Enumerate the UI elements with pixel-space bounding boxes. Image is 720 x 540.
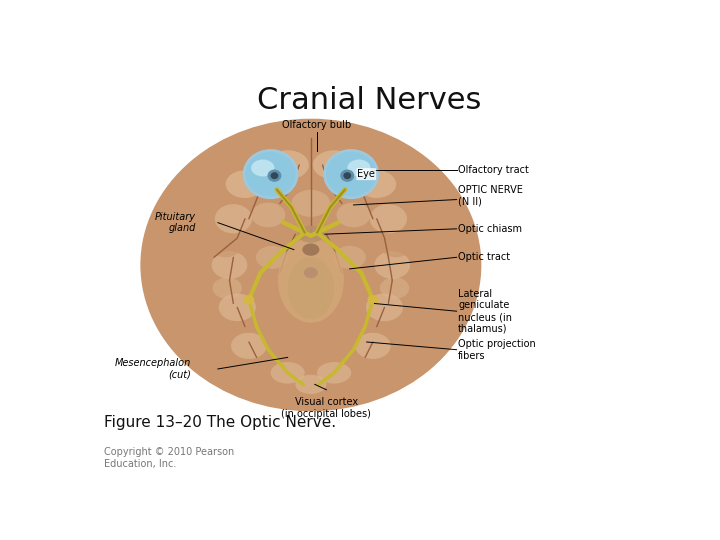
Text: Optic chiasm: Optic chiasm	[458, 224, 522, 234]
Text: OPTIC NERVE
(N II): OPTIC NERVE (N II)	[458, 185, 523, 206]
Ellipse shape	[251, 159, 274, 177]
Ellipse shape	[317, 362, 351, 383]
Ellipse shape	[212, 278, 242, 299]
Text: Visual cortex
(in occipital lobes): Visual cortex (in occipital lobes)	[282, 397, 372, 419]
Text: Olfactory bulb: Olfactory bulb	[282, 120, 351, 130]
Ellipse shape	[295, 375, 326, 394]
Text: Cranial Nerves: Cranial Nerves	[257, 86, 481, 116]
Ellipse shape	[243, 295, 254, 304]
Ellipse shape	[210, 234, 241, 257]
Ellipse shape	[246, 152, 296, 197]
Ellipse shape	[297, 226, 325, 242]
Ellipse shape	[243, 149, 299, 199]
Ellipse shape	[381, 234, 412, 257]
Ellipse shape	[287, 257, 334, 319]
Ellipse shape	[343, 172, 351, 179]
Ellipse shape	[341, 170, 354, 182]
Ellipse shape	[326, 152, 377, 197]
Ellipse shape	[357, 170, 396, 198]
Ellipse shape	[370, 204, 407, 233]
Ellipse shape	[292, 190, 330, 217]
Ellipse shape	[219, 294, 256, 321]
Ellipse shape	[256, 246, 289, 269]
Ellipse shape	[380, 278, 409, 299]
Ellipse shape	[347, 159, 371, 177]
Ellipse shape	[336, 202, 371, 227]
Text: Lateral
geniculate
nucleus (in
thalamus): Lateral geniculate nucleus (in thalamus)	[458, 289, 512, 334]
Ellipse shape	[278, 238, 344, 323]
Ellipse shape	[266, 150, 309, 179]
Text: Pituitary
gland: Pituitary gland	[156, 212, 196, 233]
Ellipse shape	[251, 202, 285, 227]
Text: Eye: Eye	[357, 169, 375, 179]
Ellipse shape	[366, 294, 403, 321]
Ellipse shape	[271, 172, 279, 179]
Ellipse shape	[267, 170, 282, 182]
Text: Copyright © 2010 Pearson
Education, Inc.: Copyright © 2010 Pearson Education, Inc.	[104, 448, 234, 469]
Ellipse shape	[215, 204, 252, 233]
Text: Figure 13–20 The Optic Nerve.: Figure 13–20 The Optic Nerve.	[104, 415, 336, 430]
Ellipse shape	[312, 150, 356, 179]
Ellipse shape	[225, 170, 264, 198]
Ellipse shape	[140, 119, 482, 411]
Ellipse shape	[333, 246, 366, 269]
Text: Optic tract: Optic tract	[458, 252, 510, 262]
Ellipse shape	[323, 149, 379, 199]
Ellipse shape	[367, 295, 378, 304]
Text: Olfactory tract: Olfactory tract	[458, 165, 529, 176]
Text: Mesencephalon
(cut): Mesencephalon (cut)	[114, 358, 191, 380]
Ellipse shape	[355, 333, 391, 359]
Ellipse shape	[212, 251, 248, 279]
Ellipse shape	[302, 244, 320, 256]
Text: Optic projection
fibers: Optic projection fibers	[458, 339, 536, 361]
Ellipse shape	[271, 362, 305, 383]
Ellipse shape	[374, 251, 410, 279]
Ellipse shape	[231, 333, 266, 359]
Ellipse shape	[304, 267, 318, 278]
